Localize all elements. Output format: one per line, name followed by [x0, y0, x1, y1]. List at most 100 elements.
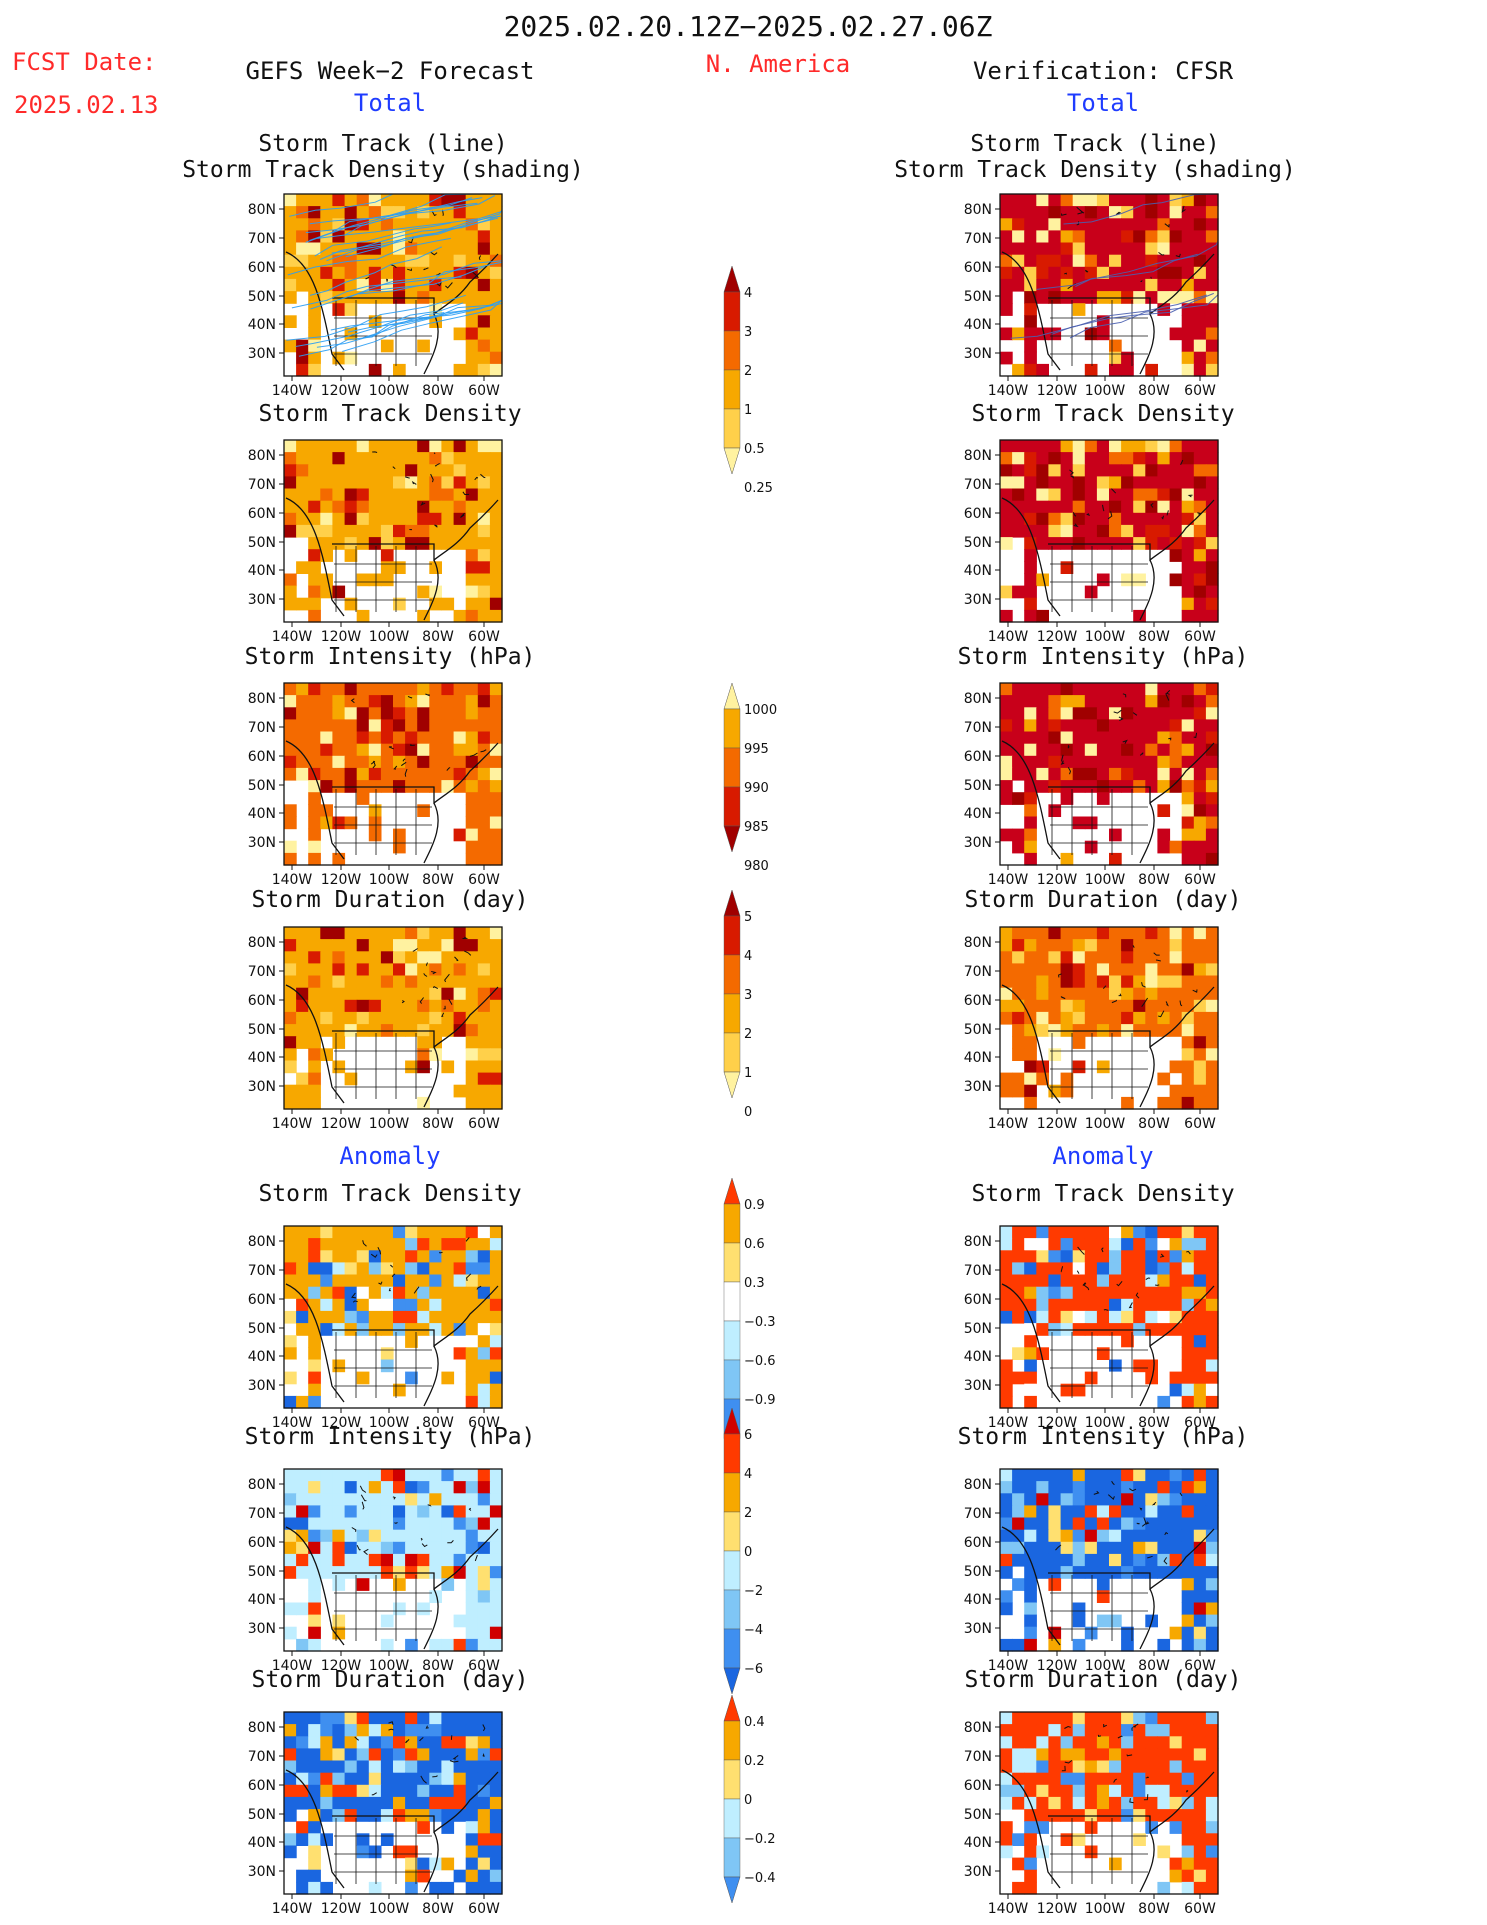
shading-cell [1000, 828, 1013, 842]
shading-cell [1181, 963, 1195, 977]
shading-cell [284, 1011, 297, 1025]
shading-cell [1169, 1084, 1183, 1098]
shading-cell [1060, 1541, 1074, 1555]
shading-cell [1072, 1060, 1086, 1074]
shading-cell [441, 755, 455, 769]
shading-cell [344, 707, 358, 720]
shading-cell [405, 1736, 418, 1749]
shading-cell [1193, 939, 1207, 952]
shading-cell [296, 194, 309, 207]
shading-cell [344, 1226, 358, 1239]
shading-cell [1109, 1371, 1122, 1385]
shading-cell [405, 1493, 418, 1506]
shading-cell [368, 1736, 382, 1749]
shading-cell [1096, 1590, 1110, 1603]
shading-cell [1193, 339, 1207, 353]
map-frame [999, 1711, 1219, 1895]
shading-cell [284, 1347, 297, 1360]
shading-cell [356, 963, 370, 977]
shading-cell [1181, 1024, 1195, 1037]
shading-cell [1121, 1784, 1134, 1798]
shading-cell [1012, 1298, 1025, 1312]
shading-cell [1096, 1347, 1110, 1360]
lon-tick-label: 140W [272, 1658, 313, 1674]
island-outline [412, 948, 418, 952]
shading-cell [1145, 1760, 1158, 1774]
shading-cell [1205, 780, 1219, 793]
shading-cell [1121, 1347, 1134, 1360]
lat-tick-label: 80N [964, 1234, 992, 1250]
anomaly-label-left: Anomaly [339, 1142, 441, 1170]
shading-cell [1133, 683, 1146, 696]
colorbar-segment [723, 1589, 741, 1630]
shading-cell [1133, 707, 1146, 720]
shading-cell [1096, 1614, 1110, 1628]
shading-cell [1169, 939, 1183, 952]
shading-cell [344, 1286, 358, 1300]
shading-cell [1181, 999, 1195, 1013]
shading-cell [1133, 1469, 1146, 1482]
shading-cell [489, 1845, 503, 1859]
shading-cell [1181, 303, 1195, 316]
shading-cell [320, 1505, 333, 1519]
shading-cell [1121, 1481, 1134, 1494]
shading-cell [1205, 488, 1219, 502]
shading-cell [417, 695, 430, 708]
shading-cell [1145, 1724, 1158, 1737]
shading-cell [1084, 1541, 1098, 1555]
shading-cell [1205, 951, 1219, 964]
lat-tick-label: 60N [964, 993, 992, 1009]
shading-cell [1036, 194, 1049, 207]
shading-cell [296, 254, 309, 268]
shading-cell [1096, 1250, 1110, 1263]
shading-cell [1048, 1262, 1062, 1276]
shading-cell [1121, 1553, 1134, 1567]
shading-cell [1084, 755, 1098, 769]
island-outline [402, 758, 406, 762]
shading-cell [356, 254, 370, 268]
shading-cell [1048, 1493, 1062, 1506]
shading-cell [453, 1553, 467, 1567]
shading-cell [453, 927, 467, 940]
shading-cell [332, 1250, 346, 1263]
shading-cell [1060, 975, 1074, 989]
shading-cell [380, 1541, 394, 1555]
shading-cell [1205, 254, 1219, 268]
shading-cell [489, 339, 503, 353]
shading-cell [332, 1469, 346, 1482]
shading-cell [296, 1072, 309, 1086]
shading-cell [1072, 719, 1086, 733]
shading-cell [296, 1712, 309, 1725]
shading-cell [1181, 1310, 1195, 1324]
shading-cell [453, 1274, 467, 1288]
shading-cell [1072, 1517, 1086, 1531]
shading-cell [1193, 1395, 1207, 1409]
shading-cell [284, 707, 297, 720]
shading-cell [356, 1469, 370, 1482]
shading-cell [1000, 1072, 1013, 1086]
shading-cell [393, 939, 406, 952]
shading-cell [1109, 731, 1122, 745]
island-outline [405, 476, 410, 479]
shading-cell [1193, 927, 1207, 940]
shading-cell [308, 743, 321, 757]
colorbar-segment [723, 1720, 741, 1761]
shading-cell [1145, 1809, 1158, 1822]
shading-cell [1024, 1072, 1037, 1086]
shading-cell [308, 792, 321, 805]
shading-cell [368, 488, 382, 502]
shading-cell [1133, 1286, 1146, 1300]
shading-cell [1000, 999, 1013, 1013]
lon-tick-label: 140W [272, 1415, 313, 1431]
island-outline [438, 1251, 443, 1254]
shading-cell [1012, 1553, 1025, 1567]
shading-cell [368, 731, 382, 745]
shading-cell [1072, 731, 1086, 745]
shading-cell [1060, 792, 1074, 805]
shading-cell [1145, 939, 1158, 952]
shading-cell [368, 828, 382, 842]
shading-cell [1121, 1469, 1134, 1482]
shading-cell [1169, 1371, 1183, 1385]
shading-cell [465, 695, 479, 708]
shading-cell [1205, 1036, 1219, 1049]
